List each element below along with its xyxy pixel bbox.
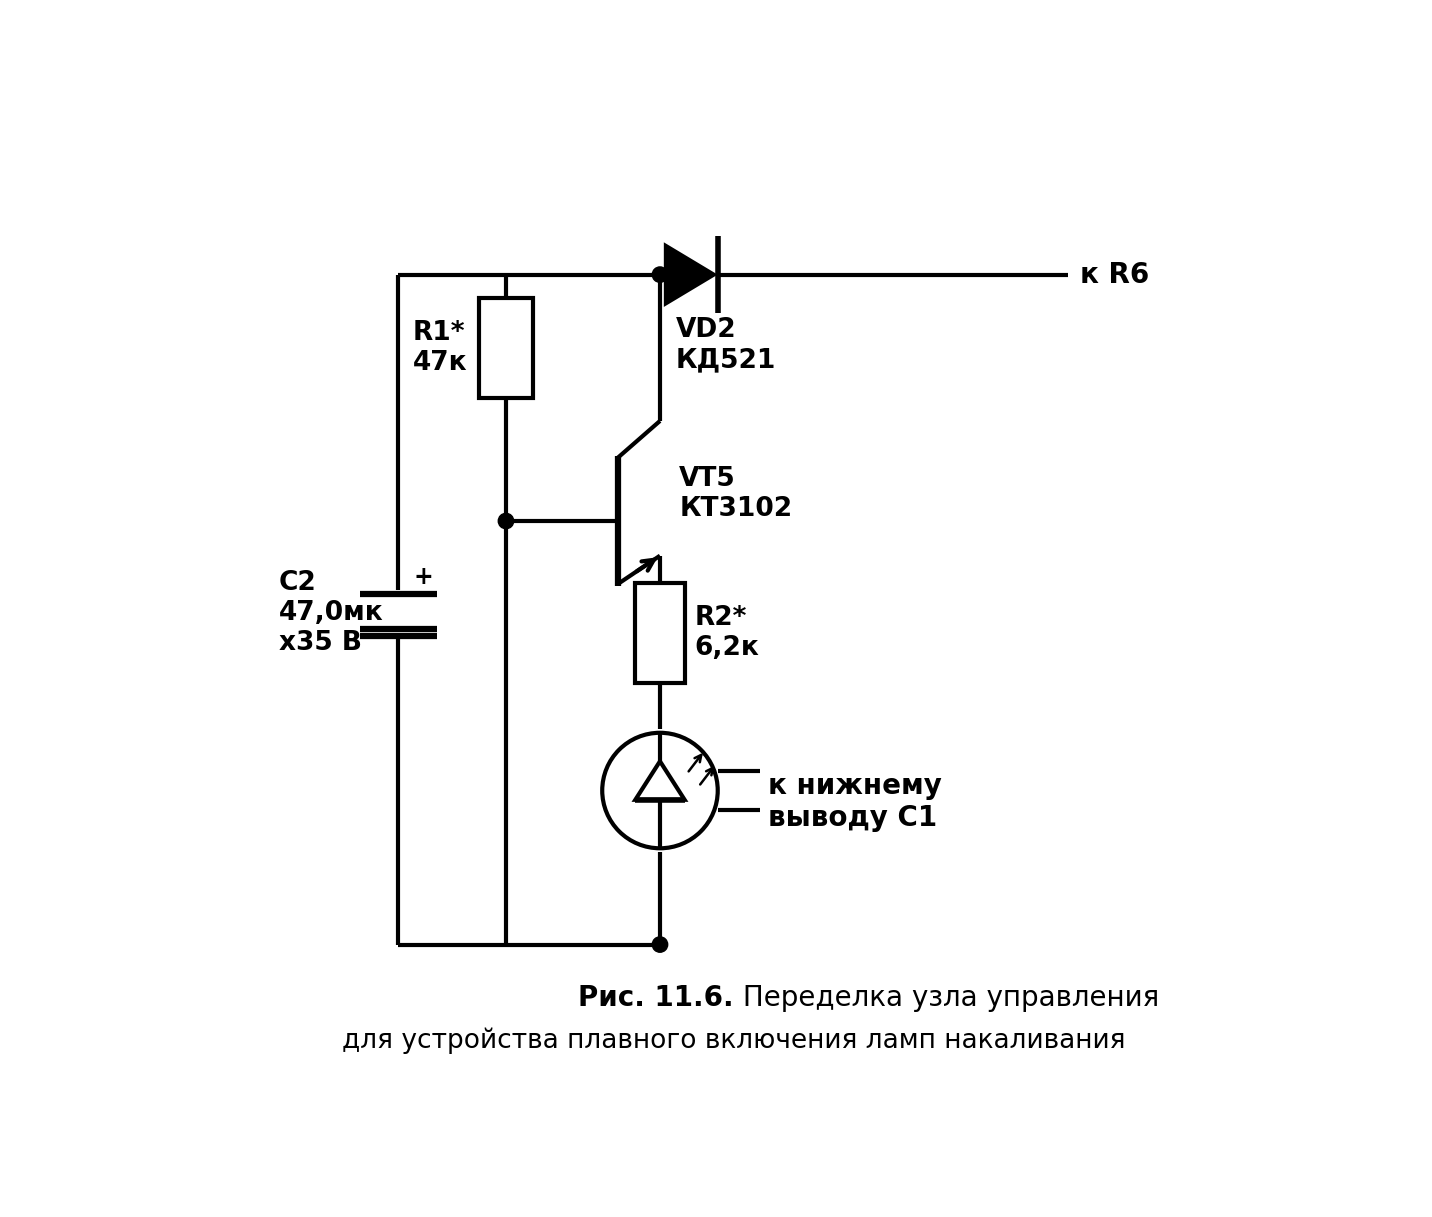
Circle shape [653, 267, 667, 282]
Text: Рис. 11.6.: Рис. 11.6. [579, 985, 735, 1013]
Text: VD2
КД521: VD2 КД521 [676, 316, 776, 372]
Circle shape [653, 937, 667, 952]
Text: к нижнему
выводу С1: к нижнему выводу С1 [768, 772, 942, 832]
Polygon shape [664, 242, 717, 307]
Circle shape [498, 514, 514, 528]
Text: R1*
47к: R1* 47к [412, 320, 467, 376]
Bar [480, 298, 533, 398]
Text: для устройства плавного включения ламп накаливания: для устройства плавного включения ламп н… [342, 1027, 1126, 1054]
Text: к R6: к R6 [1080, 260, 1148, 288]
Text: Переделка узла управления: Переделка узла управления [735, 985, 1158, 1013]
Text: +: + [414, 565, 434, 589]
Text: R2*
6,2к: R2* 6,2к [695, 605, 759, 661]
Text: С2
47,0мк
х35 В: С2 47,0мк х35 В [279, 571, 384, 656]
Bar [634, 583, 684, 683]
Text: VT5
КТ3102: VT5 КТ3102 [679, 466, 792, 522]
